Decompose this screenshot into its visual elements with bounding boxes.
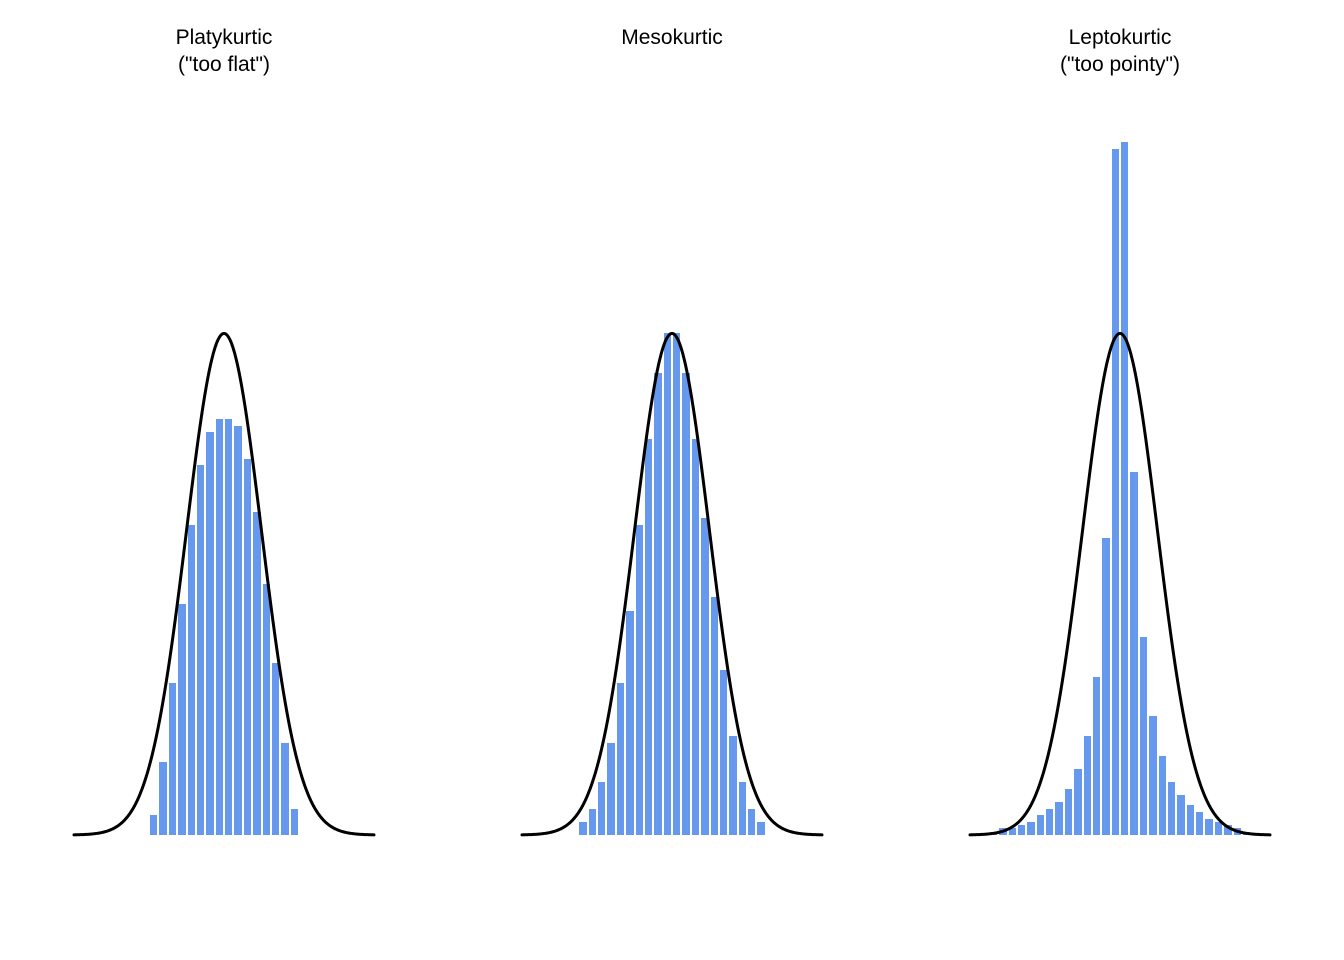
normal-curve bbox=[522, 175, 822, 835]
normal-curve bbox=[74, 175, 374, 835]
normal-curve bbox=[970, 175, 1270, 835]
plot-area bbox=[74, 175, 374, 835]
panel-platykurtic: Platykurtic ("too flat") bbox=[0, 0, 448, 960]
kurtosis-figure: Platykurtic ("too flat")MesokurticLeptok… bbox=[0, 0, 1344, 960]
panel-mesokurtic: Mesokurtic bbox=[448, 0, 896, 960]
plot-area bbox=[970, 175, 1270, 835]
panel-title: Leptokurtic ("too pointy") bbox=[896, 24, 1344, 79]
plot-area bbox=[522, 175, 822, 835]
panel-title: Mesokurtic bbox=[448, 24, 896, 51]
panel-leptokurtic: Leptokurtic ("too pointy") bbox=[896, 0, 1344, 960]
panel-title: Platykurtic ("too flat") bbox=[0, 24, 448, 79]
